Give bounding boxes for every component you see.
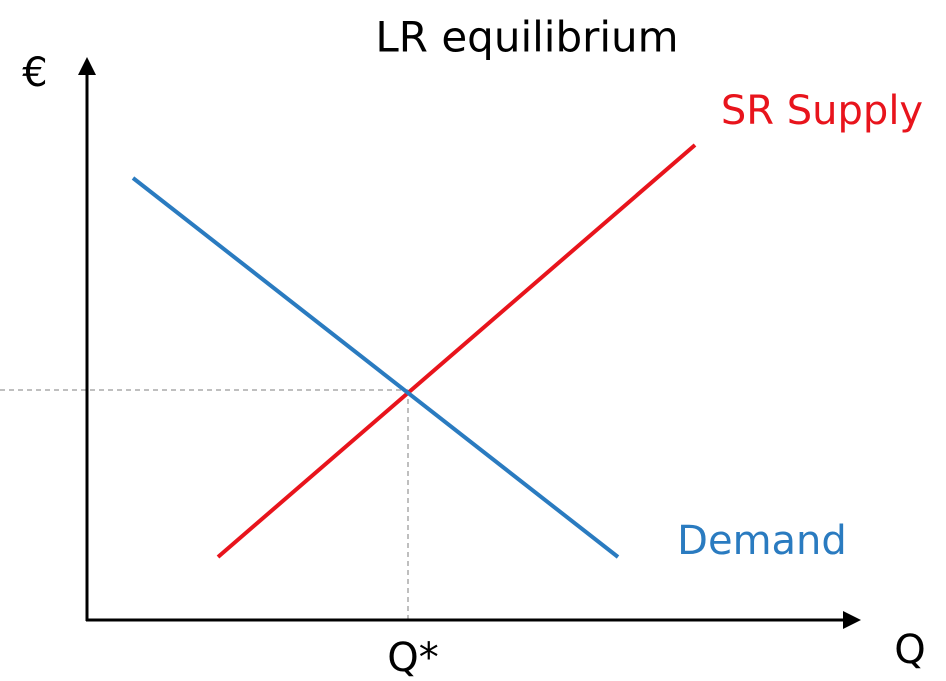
equilibrium-label: Q*	[387, 635, 438, 681]
demand-curve	[131, 176, 620, 559]
x-axis-label: Q	[894, 627, 925, 673]
demand-label: Demand	[677, 518, 847, 564]
title: LR equilibrium	[375, 13, 678, 62]
supply-curve	[216, 143, 697, 559]
supply-label: SR Supply	[721, 88, 923, 134]
y-axis-label: €	[22, 50, 47, 96]
